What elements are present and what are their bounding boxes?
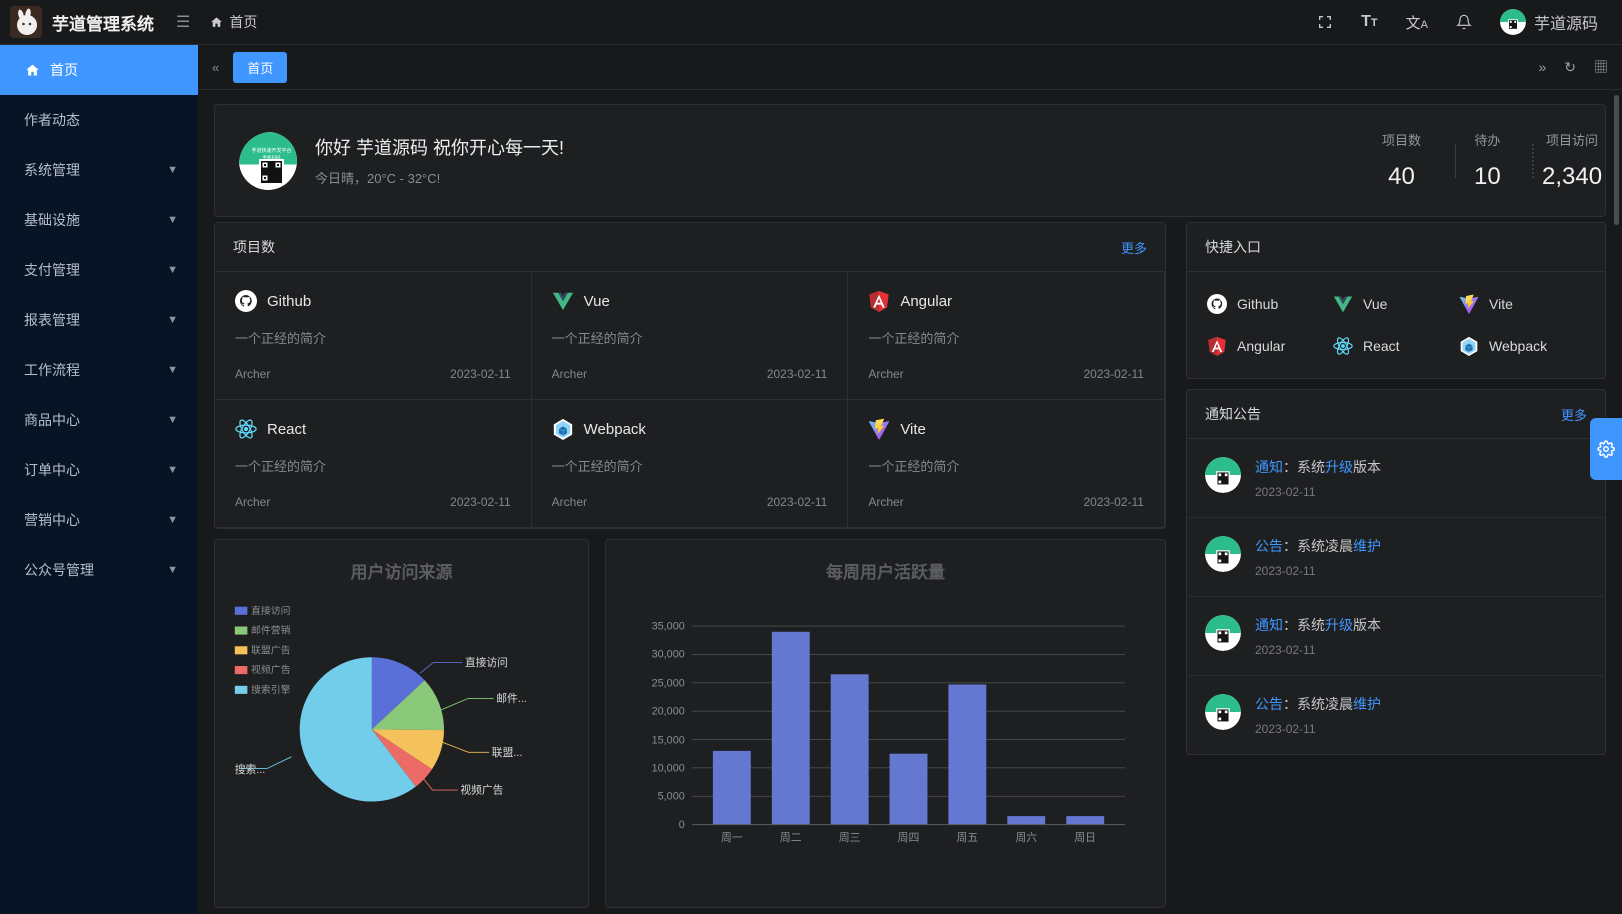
svg-text:搜索...: 搜索... bbox=[235, 762, 266, 775]
svg-text:5,000: 5,000 bbox=[658, 790, 685, 802]
svg-text:20,000: 20,000 bbox=[652, 705, 685, 717]
svg-text:周五: 周五 bbox=[957, 830, 979, 843]
svg-text:周日: 周日 bbox=[1074, 830, 1096, 843]
svg-text:周一: 周一 bbox=[721, 830, 743, 843]
svg-text:联盟广告: 联盟广告 bbox=[251, 643, 291, 656]
svg-text:芋道快速开发平台: 芋道快速开发平台 bbox=[251, 147, 291, 154]
svg-text:15,000: 15,000 bbox=[652, 734, 685, 746]
svg-text:30,000: 30,000 bbox=[652, 648, 685, 660]
svg-text:邮件营销: 邮件营销 bbox=[251, 623, 291, 636]
svg-text:周二: 周二 bbox=[780, 830, 802, 843]
svg-text:直接访问: 直接访问 bbox=[465, 656, 508, 669]
svg-text:10,000: 10,000 bbox=[652, 762, 685, 774]
svg-text:周三: 周三 bbox=[839, 830, 861, 843]
svg-text:联盟...: 联盟... bbox=[492, 746, 523, 758]
svg-text:周六: 周六 bbox=[1015, 830, 1037, 843]
svg-text:邮件...: 邮件... bbox=[496, 691, 527, 704]
svg-text:直接访问: 直接访问 bbox=[251, 603, 291, 616]
svg-text:视频广告: 视频广告 bbox=[251, 663, 291, 676]
svg-text:0: 0 bbox=[679, 819, 685, 831]
svg-text:25,000: 25,000 bbox=[652, 677, 685, 689]
svg-text:周四: 周四 bbox=[898, 830, 920, 843]
svg-text:视频广告: 视频广告 bbox=[460, 783, 503, 796]
svg-text:搜索引擎: 搜索引擎 bbox=[251, 682, 291, 695]
svg-text:35,000: 35,000 bbox=[652, 620, 685, 632]
